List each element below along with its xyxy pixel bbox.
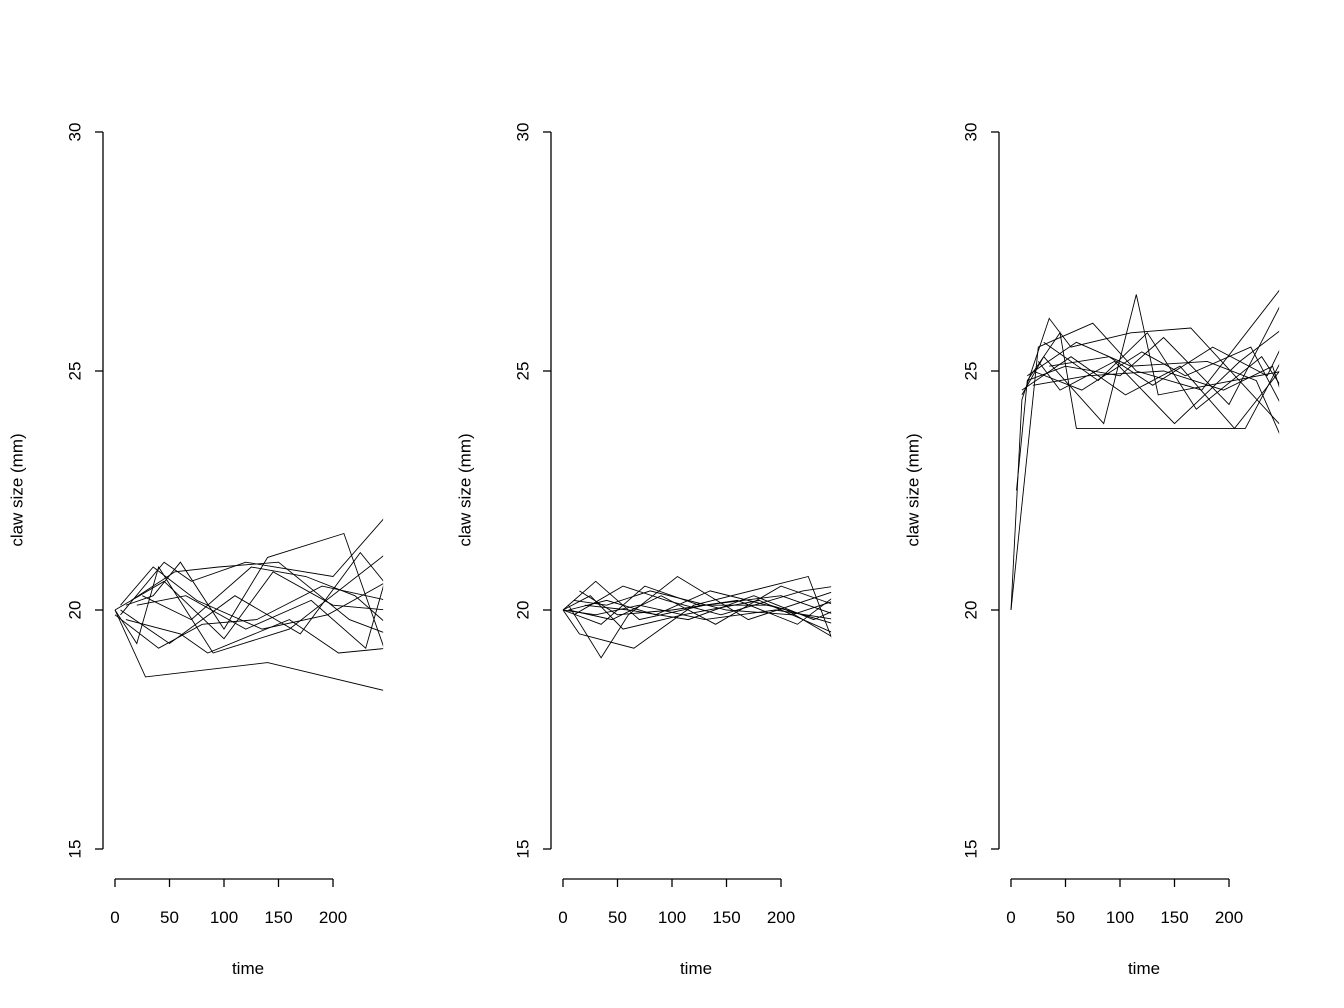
x-axis-label: time: [232, 959, 264, 978]
series-line-3: [562, 575, 832, 649]
y-axis-label: claw size (mm): [904, 433, 923, 546]
y-tick-label: 15: [514, 840, 533, 859]
x-tick-label: 150: [712, 908, 740, 927]
x-axis-label: time: [680, 959, 712, 978]
series-line-6: [131, 561, 384, 633]
x-tick-label: 200: [767, 908, 795, 927]
y-tick-label: 25: [66, 362, 85, 381]
series-group: [1010, 289, 1280, 611]
series-group: [562, 575, 832, 659]
series-line-4: [1021, 294, 1280, 425]
series-line-1: [1010, 317, 1280, 611]
x-tick-label: 50: [1056, 908, 1075, 927]
series-line-10: [114, 571, 384, 640]
y-tick-label: 30: [962, 123, 981, 142]
series-line-10: [568, 590, 832, 637]
series-line-2: [1016, 331, 1280, 491]
series-line-5: [114, 585, 384, 649]
series-line-11: [1049, 346, 1280, 386]
series-line-8: [1021, 356, 1280, 430]
series-line-3: [1010, 289, 1280, 611]
series-line-7: [120, 551, 384, 645]
y-axis-label: claw size (mm): [456, 433, 475, 546]
series-line-2: [120, 518, 384, 616]
x-tick-label: 100: [1106, 908, 1134, 927]
series-line-12: [1032, 365, 1280, 391]
y-tick-label: 20: [514, 601, 533, 620]
series-line-11: [142, 566, 384, 622]
x-tick-label: 0: [558, 908, 567, 927]
y-tick-label: 25: [962, 362, 981, 381]
x-tick-label: 0: [1006, 908, 1015, 927]
panel-1: 15 20 25 30 0 50 100 150 200 time claw size (mm): [8, 123, 384, 978]
series-line-7: [1037, 330, 1280, 425]
x-tick-label: 100: [658, 908, 686, 927]
series-line-3: [114, 555, 384, 654]
x-axis-label: time: [1128, 959, 1160, 978]
series-line-9: [584, 595, 832, 621]
x-tick-label: 50: [608, 908, 627, 927]
series-line-9: [125, 619, 384, 654]
y-axis-label: claw size (mm): [8, 433, 27, 546]
series-line-12: [562, 604, 832, 621]
y-tick-label: 30: [66, 123, 85, 142]
y-tick-label: 20: [962, 601, 981, 620]
series-line-10: [1027, 341, 1280, 434]
x-tick-label: 150: [264, 908, 292, 927]
y-tick-label: 15: [66, 840, 85, 859]
x-tick-label: 0: [110, 908, 119, 927]
y-tick-label: 30: [514, 123, 533, 142]
series-line-4: [125, 532, 384, 647]
y-tick-label: 20: [66, 601, 85, 620]
x-tick-label: 100: [210, 908, 238, 927]
series-line-12: [120, 566, 384, 630]
x-tick-label: 150: [1160, 908, 1188, 927]
x-tick-label: 50: [160, 908, 179, 927]
x-tick-label: 200: [1215, 908, 1243, 927]
panel-3: 15 20 25 30 0 50 100 150 200 time claw size (mm): [904, 123, 1280, 978]
series-line-6: [568, 585, 832, 625]
y-tick-label: 15: [962, 840, 981, 859]
panel-2: 15 20 25 30 0 50 100 150 200 time claw size (mm): [456, 123, 832, 978]
x-tick-label: 200: [319, 908, 347, 927]
series-line-9: [1043, 332, 1280, 410]
series-line-1: [114, 609, 384, 691]
y-tick-label: 25: [514, 362, 533, 381]
series-group: [114, 518, 384, 691]
series-line-11: [573, 585, 832, 616]
series-line-8: [136, 585, 384, 650]
series-line-5: [1027, 306, 1280, 406]
